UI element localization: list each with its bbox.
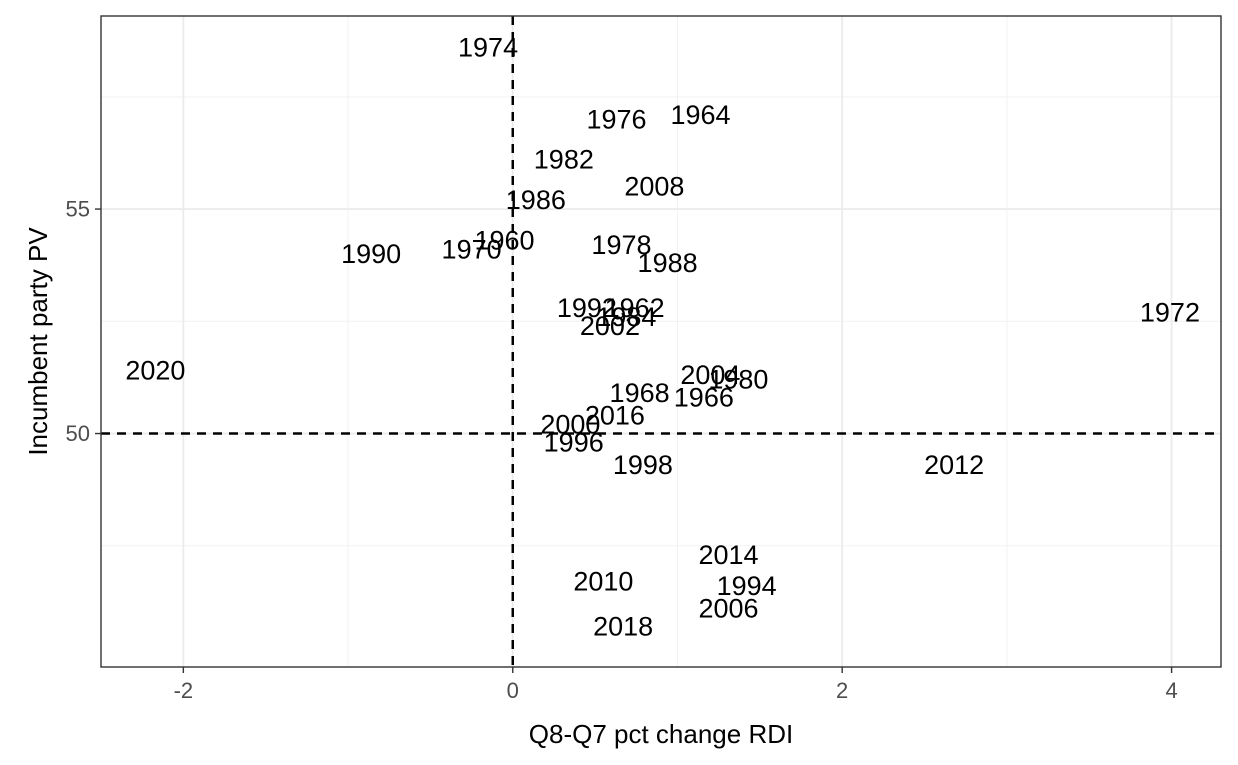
point-label-2020: 2020 [125, 356, 185, 386]
point-label-1980: 1980 [708, 365, 768, 395]
x-tick-label: 2 [836, 678, 848, 703]
point-label-1996: 1996 [544, 428, 604, 458]
point-label-1964: 1964 [670, 100, 730, 130]
point-label-1994: 1994 [717, 571, 777, 601]
point-label-2016: 2016 [585, 401, 645, 431]
point-label-1982: 1982 [534, 145, 594, 175]
point-label-1976: 1976 [586, 104, 646, 134]
point-label-1984: 1984 [596, 302, 656, 332]
minor-gridlines [101, 16, 1221, 667]
point-label-2004: 2004 [680, 360, 740, 390]
y-tick-label: 50 [66, 421, 90, 446]
x-tick-label: -2 [174, 678, 194, 703]
point-label-1968: 1968 [610, 378, 670, 408]
point-label-2010: 2010 [573, 567, 633, 597]
point-label-1986: 1986 [506, 185, 566, 215]
major-gridlines [101, 16, 1221, 667]
point-label-2006: 2006 [698, 594, 758, 624]
point-label-1988: 1988 [638, 248, 698, 278]
point-label-2000: 2000 [540, 410, 600, 440]
point-label-1962: 1962 [605, 293, 665, 323]
point-label-1992: 1992 [557, 293, 617, 323]
point-label-1974: 1974 [458, 32, 518, 62]
axes: -2 0 2 4 50 55 [66, 197, 1178, 703]
reference-lines [101, 16, 1221, 667]
point-label-1966: 1966 [674, 383, 734, 413]
point-label-1978: 1978 [591, 230, 651, 260]
point-label-2018: 2018 [593, 612, 653, 642]
y-tick-label: 55 [66, 197, 90, 222]
point-label-2012: 2012 [924, 450, 984, 480]
point-label-2002: 2002 [580, 311, 640, 341]
point-label-1990: 1990 [341, 239, 401, 269]
point-label-1998: 1998 [613, 450, 673, 480]
point-label-1970: 1970 [442, 234, 502, 264]
x-tick-label: 0 [507, 678, 519, 703]
x-axis-title: Q8-Q7 pct change RDI [529, 719, 793, 749]
point-label-1972: 1972 [1140, 297, 1200, 327]
x-tick-label: 4 [1165, 678, 1177, 703]
point-label-1960: 1960 [474, 225, 534, 255]
plot-panel-border [100, 15, 1222, 668]
y-axis-title: Incumbent party PV [23, 227, 53, 456]
point-label-2008: 2008 [624, 172, 684, 202]
point-label-2014: 2014 [698, 540, 758, 570]
